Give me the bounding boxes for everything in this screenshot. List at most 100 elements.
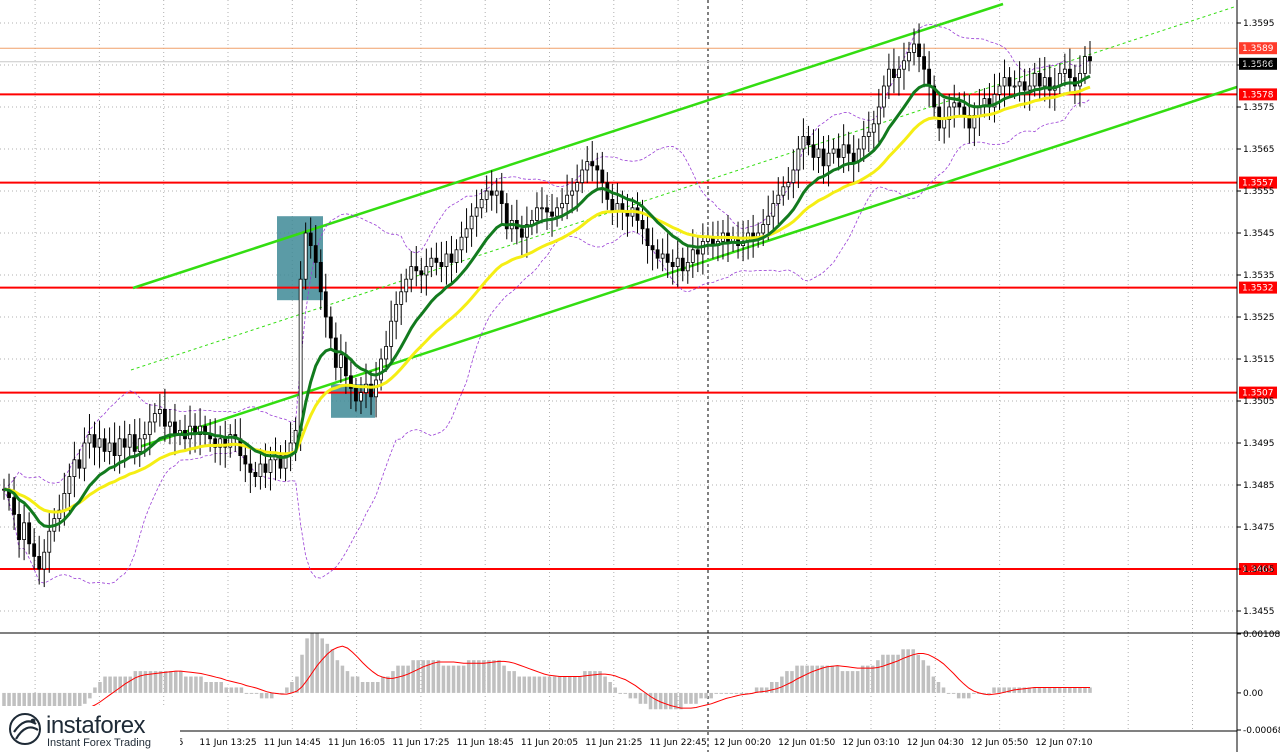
candle-body xyxy=(213,438,218,448)
macd-histogram-bar xyxy=(668,692,673,710)
candle-body xyxy=(37,556,42,570)
macd-histogram-bar xyxy=(967,692,971,699)
macd-histogram-bar xyxy=(98,682,102,693)
time-tick-label: 11 Jun 21:25 xyxy=(585,738,642,748)
macd-histogram-bar xyxy=(461,665,466,693)
candle-body xyxy=(675,257,680,268)
macd-histogram-bar xyxy=(502,665,506,693)
macd-histogram-bar xyxy=(623,692,628,694)
candle-body xyxy=(228,434,233,448)
macd-histogram-bar xyxy=(1027,687,1032,693)
macd-histogram-bar xyxy=(956,692,961,699)
macd-histogram-bar xyxy=(128,676,133,693)
macd-histogram-bar xyxy=(835,665,840,693)
candle-body xyxy=(243,455,248,465)
brand-name: instaforex xyxy=(46,712,146,739)
price-tick-label: 1.3565 xyxy=(1243,145,1275,155)
level-label: 1.3557 xyxy=(1242,179,1274,189)
channel-lower-line xyxy=(132,85,1238,451)
candle-body xyxy=(399,291,404,305)
candle-body xyxy=(992,94,997,108)
macd-histogram-bar xyxy=(754,687,759,693)
macd-histogram-bar xyxy=(360,682,365,693)
macd-histogram-bar xyxy=(830,665,835,693)
moving-average-slow xyxy=(3,85,1091,514)
candle-body xyxy=(957,102,962,108)
level-tag xyxy=(1239,386,1277,399)
macd-histogram-bar xyxy=(876,660,880,693)
time-tick-label: 11 Jun 18:45 xyxy=(457,738,514,748)
macd-histogram-bar xyxy=(926,665,931,693)
macd-histogram-bar xyxy=(603,676,607,693)
level-tag xyxy=(1239,281,1277,294)
candle-body xyxy=(952,102,957,108)
macd-histogram-bar xyxy=(845,671,850,693)
candle-body xyxy=(283,455,288,469)
candle-body xyxy=(555,207,559,217)
macd-histogram-bar xyxy=(93,687,97,693)
candle-body xyxy=(263,463,268,473)
time-tick-label: 12 Jun 07:10 xyxy=(1035,738,1092,748)
macd-histogram-bar xyxy=(1032,687,1037,693)
macd-histogram-bar xyxy=(1042,687,1047,693)
macd-histogram-bar xyxy=(239,687,244,693)
level-tag xyxy=(1239,88,1277,101)
macd-histogram-bar xyxy=(946,692,951,694)
candle-body xyxy=(419,270,424,276)
time-tick-label: 12 Jun 03:10 xyxy=(842,738,899,748)
macd-histogram-bar xyxy=(633,692,638,699)
candle-body xyxy=(404,278,409,293)
candle-body xyxy=(479,198,484,209)
macd-histogram-bar xyxy=(280,692,284,694)
macd-histogram-bar xyxy=(88,692,92,699)
candle-body xyxy=(841,144,846,158)
macd-histogram-bar xyxy=(244,692,249,694)
macd-histogram-bar xyxy=(699,692,703,699)
candle-body xyxy=(791,169,796,184)
macd-histogram-bar xyxy=(921,660,926,693)
macd-histogram-bar xyxy=(113,676,117,693)
macd-histogram-bar xyxy=(451,665,456,693)
candle-body xyxy=(942,119,947,129)
candle-body xyxy=(927,68,932,87)
candle-body xyxy=(771,203,776,217)
macd-histogram-bar xyxy=(911,649,915,693)
candle-body xyxy=(429,257,434,268)
macd-histogram-bar xyxy=(365,682,370,693)
macd-histogram-bar xyxy=(729,692,734,694)
macd-histogram-bar xyxy=(679,692,683,710)
candle-body xyxy=(459,236,464,251)
macd-histogram-bar xyxy=(431,660,436,693)
candle-body xyxy=(1088,56,1092,62)
macd-histogram-bar xyxy=(618,692,623,694)
macd-histogram-bar xyxy=(249,692,254,694)
brand-tagline: Instant Forex Trading xyxy=(47,737,151,749)
horizontal-levels: 1.3578 1.3557 1.3532 1.3507 1.3465 1.3589 1.35… xyxy=(0,42,1277,575)
macd-histogram-bar xyxy=(57,692,62,710)
macd-histogram-bar xyxy=(72,692,77,710)
macd-histogram-bar xyxy=(987,692,991,694)
candle-body xyxy=(494,190,499,196)
macd-histogram-bar xyxy=(588,671,592,693)
time-tick-label: 12 Jun 00:20 xyxy=(714,738,771,748)
macd-histogram-bar xyxy=(972,692,976,694)
macd-histogram-bar xyxy=(199,676,203,693)
candle-body xyxy=(670,261,675,267)
macd-histogram-bar xyxy=(1068,687,1072,693)
macd-histogram-bar xyxy=(512,671,516,693)
highlight-zone xyxy=(331,384,375,418)
candle-body xyxy=(349,375,353,389)
macd-histogram-bar xyxy=(386,676,390,693)
macd-histogram-bar xyxy=(254,692,259,694)
candle-body xyxy=(313,245,318,263)
macd-histogram-bar xyxy=(770,682,774,693)
macd-histogram-bar xyxy=(764,687,769,693)
candle-body xyxy=(640,219,645,230)
macd-histogram-bar xyxy=(355,676,360,693)
macd-histogram-bar xyxy=(628,692,633,699)
macd-histogram-bar xyxy=(234,687,239,693)
candle-body xyxy=(816,148,821,158)
